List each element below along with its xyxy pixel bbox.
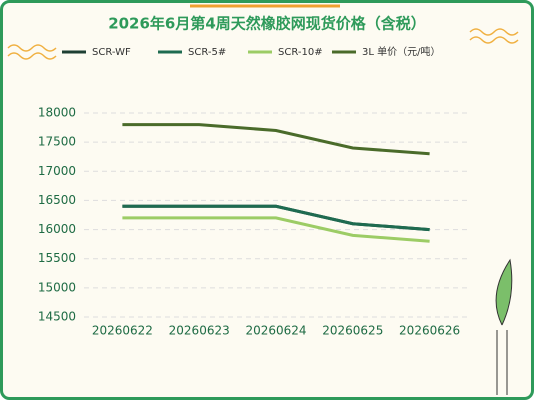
x-tick-label: 20260623 [169, 324, 230, 338]
y-tick-label: 14500 [38, 310, 76, 324]
y-tick-label: 17000 [38, 164, 76, 178]
x-tick-label: 20260625 [322, 324, 383, 338]
plant-deco [495, 258, 513, 395]
legend-label: SCR-WF [92, 47, 131, 58]
wave-deco [7, 44, 57, 60]
legend-label: SCR-10# [278, 47, 323, 58]
legend-label: 3L 单价（元/吨） [362, 45, 440, 58]
chart-title: 2026年6月第4周天然橡胶网现货价格（含税） [108, 15, 426, 33]
series-line [122, 216, 430, 243]
y-tick-label: 16500 [38, 193, 76, 207]
wave-deco [469, 28, 519, 44]
y-tick-label: 18000 [38, 106, 76, 120]
x-tick-label: 20260624 [245, 324, 306, 338]
y-tick-label: 16000 [38, 222, 76, 236]
x-tick-label: 20260626 [399, 324, 460, 338]
series-line [122, 204, 430, 232]
series-line [122, 123, 430, 156]
legend-label: SCR-5# [188, 47, 226, 58]
y-tick-label: 17500 [38, 135, 76, 149]
y-tick-label: 15500 [38, 251, 76, 265]
y-tick-label: 15000 [38, 280, 76, 294]
x-tick-label: 20260622 [92, 324, 153, 338]
